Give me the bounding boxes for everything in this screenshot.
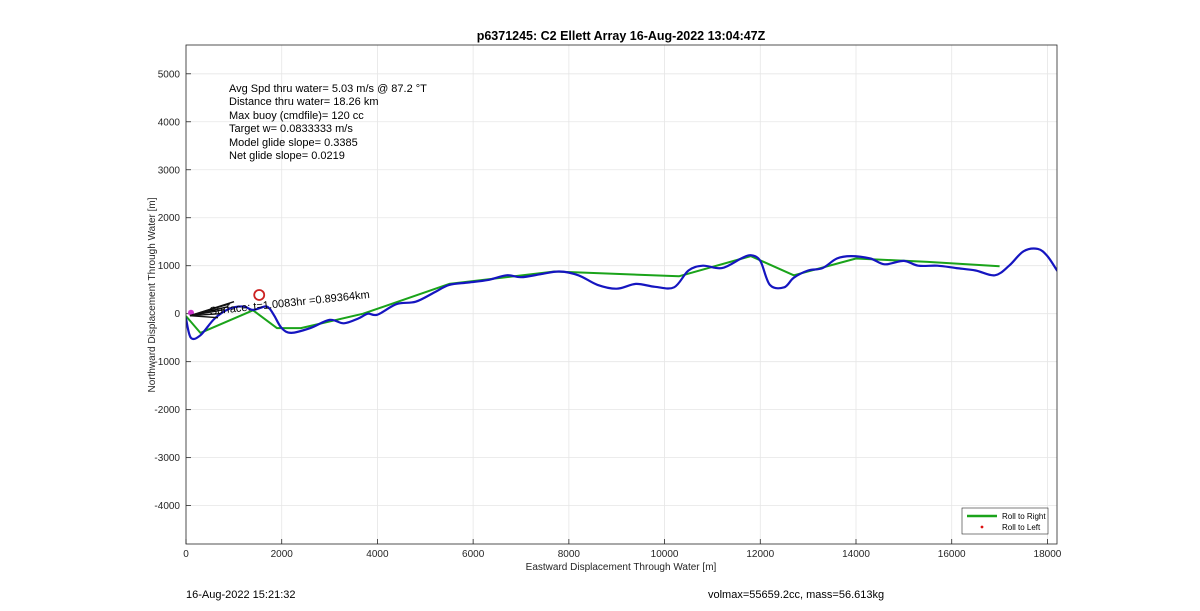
x-tick-label: 8000 <box>558 549 581 560</box>
stat-net-glide-slope: Net glide slope= 0.0219 <box>229 150 345 162</box>
series-layer <box>186 247 1057 341</box>
x-axis-label: Eastward Displacement Through Water [m] <box>526 562 717 573</box>
chart-title: p6371245: C2 Ellett Array 16-Aug-2022 13… <box>477 29 766 43</box>
grid <box>185 45 1057 544</box>
x-tick-label: 14000 <box>842 549 870 560</box>
stat-avg-speed: Avg Spd thru water= 5.03 m/s @ 87.2 °T <box>229 83 427 95</box>
x-tick-label: 4000 <box>366 549 389 560</box>
y-tick-label: 2000 <box>158 213 181 224</box>
plot-frame <box>185 44 1058 545</box>
legend-swatch-roll-left <box>980 525 984 529</box>
current-vector-line <box>189 314 219 319</box>
x-axis-ticks: 0 2000 4000 6000 8000 10000 12000 14000 16000 180… <box>183 539 1062 560</box>
surface-marker-circle <box>253 289 266 301</box>
legend-box <box>961 507 1049 535</box>
y-tick-label: -4000 <box>154 501 180 512</box>
series-roll-to-right-line <box>186 255 1000 334</box>
x-tick-label: 2000 <box>271 549 294 560</box>
y-tick-label: 4000 <box>158 117 181 128</box>
y-tick-label: 5000 <box>158 69 181 80</box>
y-tick-label: 3000 <box>158 165 181 176</box>
footer-date: 16-Aug-2022 15:21:32 <box>186 589 296 601</box>
y-tick-label: -2000 <box>154 405 180 416</box>
x-tick-label: 6000 <box>462 549 485 560</box>
legend: Roll to Right Roll to Left <box>961 507 1049 535</box>
y-tick-label: -1000 <box>154 357 180 368</box>
x-tick-label: 16000 <box>938 549 966 560</box>
series-glider-track-line <box>186 247 1057 341</box>
stat-target-w: Target w= 0.0833333 m/s <box>229 123 353 135</box>
footer-summary: volmax=55659.2cc, mass=56.613kg <box>708 589 885 601</box>
x-tick-label: 12000 <box>746 549 774 560</box>
y-tick-label: 0 <box>174 309 180 320</box>
stats-box: Avg Spd thru water= 5.03 m/s @ 87.2 °T D… <box>229 83 427 162</box>
y-tick-label: -3000 <box>154 453 180 464</box>
stat-max-buoy: Max buoy (cmdfile)= 120 cc <box>229 110 364 122</box>
y-tick-label: 1000 <box>158 261 181 272</box>
y-axis-ticks: -4000 -3000 -2000 -1000 0 1000 2000 3000 4000 500… <box>154 69 191 512</box>
plot-background <box>186 45 1057 544</box>
x-tick-label: 0 <box>183 549 189 560</box>
stat-model-glide-slope: Model glide slope= 0.3385 <box>229 137 358 149</box>
x-tick-label: 10000 <box>651 549 679 560</box>
current-vector-line <box>189 301 235 317</box>
stat-distance: Distance thru water= 18.26 km <box>229 96 379 108</box>
y-axis-label: Northward Displacement Through Water [m] <box>147 197 158 392</box>
x-tick-label: 18000 <box>1034 549 1062 560</box>
legend-label-roll-right: Roll to Right <box>1002 512 1046 521</box>
legend-label-roll-left: Roll to Left <box>1002 523 1041 532</box>
